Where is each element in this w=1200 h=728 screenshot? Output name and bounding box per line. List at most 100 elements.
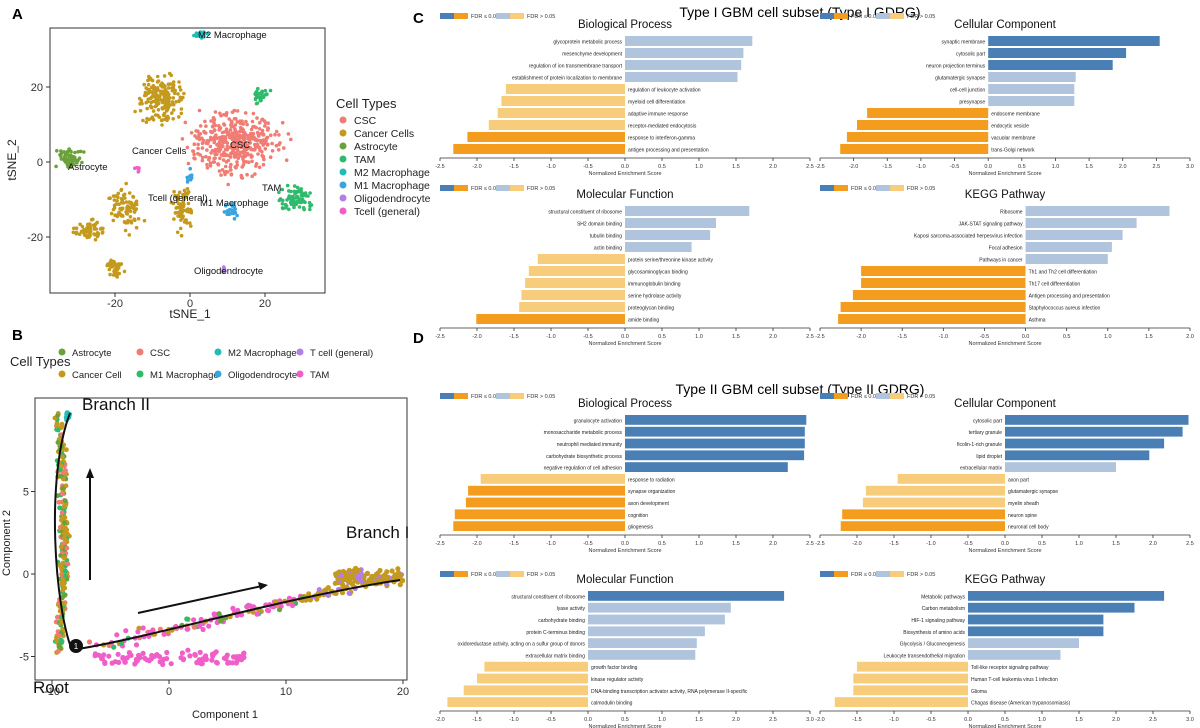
tsne-point	[99, 226, 104, 231]
traj-point	[106, 653, 112, 659]
traj-point	[400, 578, 406, 584]
tsne-cluster-label: M2 Macrophage	[198, 30, 267, 41]
bar	[1025, 254, 1108, 264]
tsne-point	[260, 150, 264, 154]
tsne-point	[205, 166, 210, 170]
traj-legend-label: Astrocyte	[72, 348, 112, 359]
tsne-point	[133, 166, 137, 170]
x-tick-label: -1.5	[509, 164, 518, 170]
tsne-point	[192, 152, 196, 157]
tsne-point	[149, 100, 153, 105]
traj-point	[61, 476, 66, 482]
x-tick-label: 1.5	[1112, 541, 1120, 547]
tsne-point	[213, 156, 217, 160]
traj-point	[384, 569, 390, 575]
tsne-point	[86, 225, 90, 230]
tsne-point	[261, 143, 266, 147]
tsne-point	[151, 93, 155, 97]
fdr-legend-ns-label: FDR > 0.05	[527, 186, 555, 192]
tsne-point	[253, 142, 257, 147]
tsne-point	[233, 131, 237, 135]
tsne-point	[213, 150, 217, 154]
bar-category-label: Biosynthesis of amino acids	[903, 630, 965, 636]
x-axis-label: Normalized Enrichment Score	[588, 724, 661, 728]
traj-point	[191, 617, 197, 623]
tsne-point	[123, 228, 128, 233]
fdr-legend-sig-swatch	[820, 185, 834, 191]
tsne-point	[244, 160, 248, 164]
bar-chart-2: FDR ≤ 0.05 FDR > 0.05 Cellular Component sy…	[815, 13, 1194, 177]
tsne-point	[229, 145, 234, 150]
x-tick-label: 2.5	[1149, 717, 1157, 723]
tsne-point	[85, 222, 90, 227]
tsne-point	[256, 134, 261, 138]
x-tick-label: 1.5	[732, 164, 740, 170]
x-tick-label: -2.0	[472, 164, 481, 170]
traj-point	[161, 631, 167, 637]
tsne-point	[247, 135, 252, 139]
tsne-point	[185, 187, 190, 191]
tsne-point	[303, 200, 307, 204]
traj-legend-label: TAM	[310, 370, 329, 381]
x-tick-label: -1.0	[509, 717, 518, 723]
tsne-point	[229, 211, 234, 216]
bar-category-label: axon part	[1008, 477, 1029, 483]
tsne-point	[233, 165, 238, 169]
fdr-legend-sig-swatch	[440, 185, 454, 191]
bar	[484, 661, 588, 672]
traj-point	[146, 658, 152, 664]
fdr-legend-ns-label: FDR > 0.05	[907, 186, 935, 192]
fdr-legend-sig-swatch	[440, 571, 454, 577]
traj-point	[241, 654, 247, 660]
bar	[865, 485, 1005, 496]
x-tick-label: 0.5	[1063, 334, 1071, 340]
tsne-point	[241, 122, 245, 126]
traj-point	[219, 617, 225, 623]
x-tick-label: 1.0	[1104, 334, 1112, 340]
tsne-point	[82, 150, 86, 154]
tsne-point	[152, 87, 156, 92]
tsne-point	[122, 269, 127, 274]
tsne-legend-swatch	[339, 168, 347, 176]
x-tick-label: -0.5	[963, 541, 972, 547]
traj-frame	[34, 397, 408, 681]
tsne-point	[301, 192, 306, 196]
chart-title: KEGG Pathway	[965, 189, 1046, 201]
tsne-point	[178, 213, 182, 218]
bar	[988, 72, 1076, 82]
traj-point	[384, 574, 391, 580]
tsne-point	[284, 158, 289, 162]
traj-point	[226, 660, 232, 666]
tsne-point	[226, 182, 230, 187]
tsne-point	[215, 136, 219, 140]
x-tick-label: 0.0	[1001, 541, 1009, 547]
x-tick-label: -2.0	[815, 717, 824, 723]
traj-point	[99, 655, 105, 662]
x-tick-label: 2.0	[769, 164, 777, 170]
tsne-point	[115, 214, 120, 219]
tsne-point	[252, 136, 257, 140]
tsne-point	[137, 166, 141, 170]
tsne-point	[274, 129, 279, 134]
tsne-point	[234, 136, 238, 141]
bar	[861, 278, 1026, 288]
tsne-point	[226, 210, 231, 215]
tsne-point	[217, 149, 221, 154]
x-tick-label: 2.5	[769, 717, 777, 723]
traj-point	[164, 649, 170, 656]
tsne-point	[225, 147, 229, 152]
fdr-legend-sig-label: FDR ≤ 0.05	[471, 14, 499, 20]
tsne-point	[200, 146, 205, 150]
tsne-point	[146, 82, 151, 87]
tsne-legend-swatch	[339, 194, 347, 202]
tsne-cluster-label: Cancer Cells	[132, 146, 187, 157]
tsne-point	[55, 149, 59, 153]
tsne-point	[93, 222, 98, 226]
chart-title: Biological Process	[578, 19, 672, 31]
tsne-point	[248, 141, 252, 145]
bar	[477, 673, 588, 684]
traj-point	[289, 602, 296, 609]
x-tick-label: 1.5	[732, 334, 740, 340]
fdr-legend-sig-swatch	[454, 571, 468, 577]
